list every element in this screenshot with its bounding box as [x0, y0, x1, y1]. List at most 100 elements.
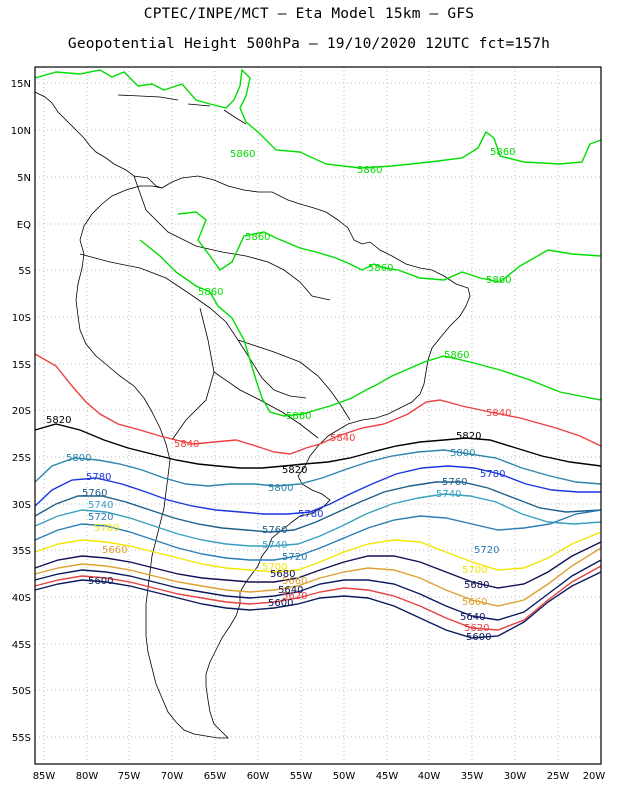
contour-label: 5700 [262, 562, 287, 573]
contour-label: 5760 [82, 488, 107, 499]
contour-label: 5800 [66, 453, 91, 464]
contour-label: 5760 [262, 525, 287, 536]
contour-label: 5760 [442, 477, 467, 488]
contour-label: 5860 [286, 411, 311, 422]
contour-5860-north [34, 68, 602, 169]
lat-label: 15S [12, 360, 31, 371]
lon-label: 75W [118, 771, 141, 782]
lat-label: 40S [12, 593, 31, 604]
contour-lines [34, 68, 602, 639]
contour-label: 5740 [88, 500, 113, 511]
contour-5660 [34, 547, 602, 607]
contour-label: 5700 [94, 523, 119, 534]
map-title-line-2: Geopotential Height 500hPa – 19/10/2020 … [67, 36, 551, 52]
lat-label: 45S [12, 640, 31, 651]
coastline-south-america [75, 175, 471, 739]
lat-label: 5N [17, 173, 31, 184]
lon-label: 45W [376, 771, 399, 782]
lat-label: 10S [12, 313, 31, 324]
lat-label: 15N [11, 79, 31, 90]
lon-label: 20W [583, 771, 606, 782]
lat-label: 35S [12, 546, 31, 557]
contour-label: 5860 [230, 149, 255, 160]
lon-label: 30W [504, 771, 527, 782]
contour-5680 [34, 541, 602, 589]
contour-label: 5600 [466, 632, 491, 643]
contour-5700 [34, 531, 602, 573]
contour-label: 5840 [330, 433, 355, 444]
lat-label: 25S [12, 453, 31, 464]
coastline-caribbean-islands [117, 94, 247, 125]
lat-label: 50S [12, 686, 31, 697]
contour-label: 5680 [270, 569, 295, 580]
contour-label: 5820 [456, 431, 481, 442]
contour-5720 [34, 509, 602, 561]
contour-label: 5680 [464, 580, 489, 591]
contour-label: 5740 [262, 540, 287, 551]
contour-label: 5820 [46, 415, 71, 426]
contour-label: 5740 [436, 489, 461, 500]
latitude-labels: 15N 10N 5N EQ 5S 10S 15S 20S 25S 30S 35S… [11, 79, 31, 744]
lon-label: 55W [290, 771, 313, 782]
coastline-central-america [34, 91, 163, 189]
contour-label: 5620 [464, 623, 489, 634]
contour-5840 [34, 353, 602, 455]
contour-label: 5780 [480, 469, 505, 480]
contour-label: 5640 [460, 612, 485, 623]
lat-label: 10N [11, 126, 31, 137]
map-background [35, 67, 601, 764]
lon-label: 80W [76, 771, 99, 782]
contour-label: 5780 [86, 472, 111, 483]
contour-label: 5600 [268, 598, 293, 609]
border-lines [79, 175, 351, 441]
map-frame [34, 66, 602, 765]
contour-5600 [34, 571, 602, 639]
contour-label: 5660 [102, 545, 127, 556]
contour-label: 5860 [357, 165, 382, 176]
contour-label: 5860 [245, 232, 270, 243]
contour-label: 5820 [282, 465, 307, 476]
contour-5860-south [139, 239, 602, 417]
coastlines [34, 91, 471, 739]
contour-5800 [34, 449, 602, 487]
contour-5780 [34, 465, 601, 515]
contour-5820 [34, 423, 602, 469]
contour-label: 5660 [282, 576, 307, 587]
lon-label: 70W [161, 771, 184, 782]
contour-label: 5840 [174, 439, 199, 450]
lat-label: 20S [12, 406, 31, 417]
lon-label: 25W [547, 771, 570, 782]
contour-label: 5860 [486, 275, 511, 286]
contour-label: 5660 [462, 597, 487, 608]
contour-label: 5720 [474, 545, 499, 556]
contour-label: 5720 [88, 512, 113, 523]
contour-5860-middle [177, 211, 602, 283]
lon-label: 40W [418, 771, 441, 782]
contour-label: 5860 [368, 263, 393, 274]
contour-labels: 5860 5860 5860 5860 5860 5860 5860 5860 … [46, 147, 515, 643]
lon-label: 60W [247, 771, 270, 782]
contour-label: 5800 [268, 483, 293, 494]
contour-label: 5860 [444, 350, 469, 361]
lon-label: 65W [204, 771, 227, 782]
contour-label: 5860 [198, 287, 223, 298]
contour-label: 5860 [490, 147, 515, 158]
contour-5740 [34, 493, 602, 547]
lon-label: 50W [333, 771, 356, 782]
map-title-line-1: CPTEC/INPE/MCT – Eta Model 15km – GFS [143, 6, 475, 22]
longitude-labels: 85W 80W 75W 70W 65W 60W 55W 50W 45W 40W … [33, 771, 606, 782]
lon-label: 85W [33, 771, 56, 782]
contour-5760 [34, 481, 602, 533]
contour-label: 5640 [278, 585, 303, 596]
lat-label: 5S [18, 266, 31, 277]
contour-5620 [34, 565, 602, 631]
contour-label: 5840 [486, 408, 511, 419]
lon-label: 35W [461, 771, 484, 782]
contour-5640 [34, 559, 602, 621]
contour-label: 5780 [298, 509, 323, 520]
contour-label: 5600 [88, 576, 113, 587]
contour-label: 5700 [462, 565, 487, 576]
contour-label: 5620 [282, 591, 307, 602]
lat-label: 55S [12, 733, 31, 744]
